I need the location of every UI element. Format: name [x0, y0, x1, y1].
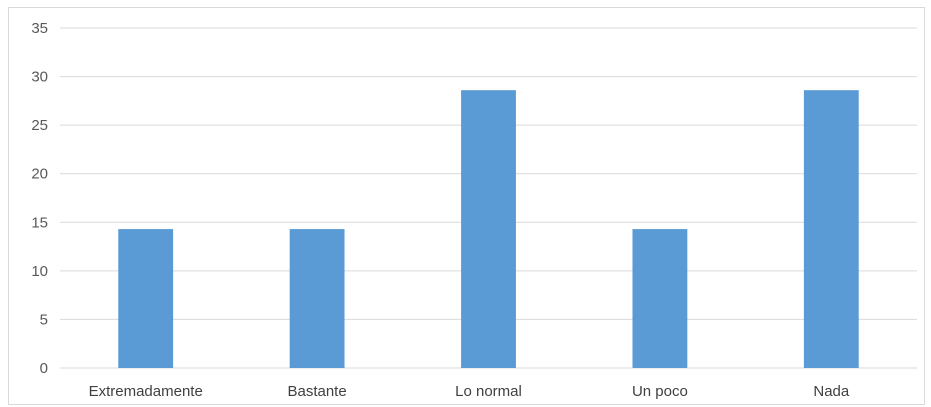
y-axis-tick-labels: 0 5 10 15 20 25 30 35	[31, 20, 48, 377]
y-tick-label: 25	[31, 117, 48, 134]
bar-nada	[803, 90, 859, 369]
y-tick-label: 0	[40, 360, 48, 377]
x-category-label: Un poco	[632, 383, 688, 400]
bar-lo-normal	[461, 90, 516, 369]
y-tick-label: 10	[31, 263, 48, 280]
bar-extremadamente	[118, 229, 174, 368]
y-tick-label: 35	[31, 20, 48, 37]
x-category-label: Lo normal	[455, 383, 522, 400]
x-category-label: Bastante	[287, 383, 346, 400]
y-tick-label: 20	[31, 166, 48, 183]
y-tick-label: 30	[31, 69, 48, 86]
x-category-label: Extremadamente	[89, 383, 203, 400]
bar-un-poco	[632, 229, 688, 368]
y-tick-label: 15	[31, 214, 48, 231]
y-tick-label: 5	[40, 311, 48, 328]
x-category-label: Nada	[813, 383, 850, 400]
x-axis-category-labels: Extremadamente Bastante Lo normal Un poco Na…	[89, 383, 850, 400]
bar-bastante	[289, 229, 345, 368]
bar-series	[118, 90, 859, 369]
